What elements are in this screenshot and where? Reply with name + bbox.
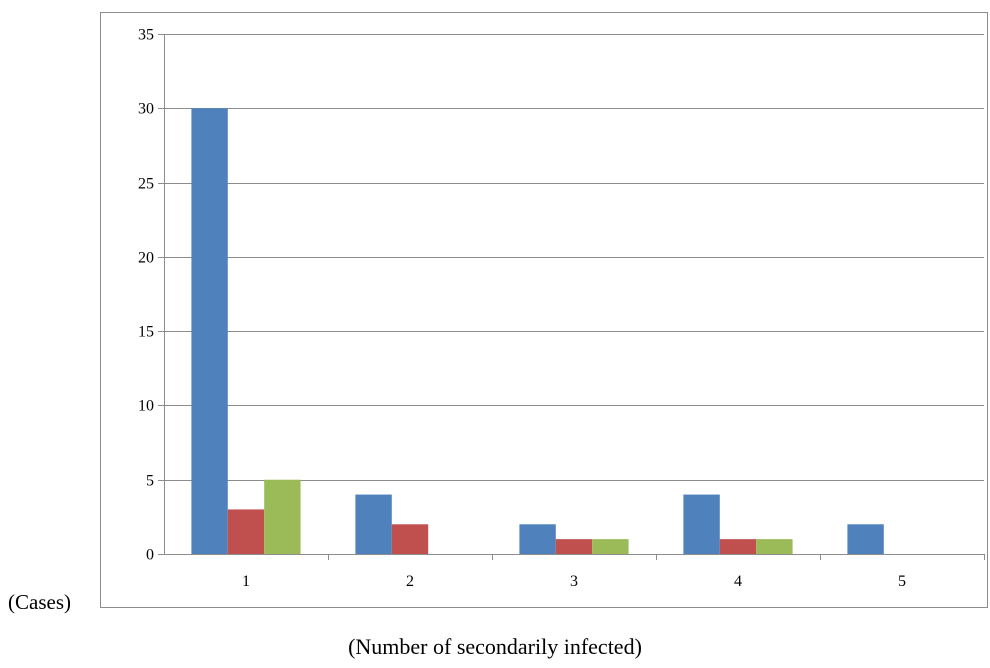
bar-1-series-2 <box>227 509 265 554</box>
axes <box>158 34 985 560</box>
x-tick-label: 5 <box>898 573 906 590</box>
bar-3-series-3 <box>592 539 629 554</box>
y-tick-label: 0 <box>146 547 154 564</box>
y-tick-labels: 0 5 10 15 20 25 30 35 <box>138 27 154 564</box>
gridlines <box>164 34 984 481</box>
x-tick-labels: 1 2 3 4 5 <box>242 573 906 590</box>
x-tick-label: 3 <box>570 573 578 590</box>
y-tick-label: 30 <box>138 101 154 118</box>
bar-4-series-2 <box>719 539 757 554</box>
x-tick-label: 2 <box>406 573 414 590</box>
bar-5-series-1 <box>847 524 884 554</box>
bar-4-series-3 <box>756 539 793 554</box>
y-tick-label: 25 <box>138 176 154 193</box>
y-tick-label: 5 <box>146 473 154 490</box>
y-tick-label: 20 <box>138 250 154 267</box>
bar-chart: 0 5 10 15 20 25 30 35 1 2 3 4 5 <box>100 12 988 608</box>
x-axis-label: (Number of secondarily infected) <box>348 634 642 659</box>
chart-frame: 0 5 10 15 20 25 30 35 1 2 3 4 5 <box>100 12 988 608</box>
x-tick-label: 4 <box>734 573 742 590</box>
bar-3-series-1 <box>519 524 556 554</box>
bar-1-series-1 <box>191 108 228 555</box>
chart-border <box>100 12 988 608</box>
bar-3-series-2 <box>555 539 593 554</box>
x-tick-label: 1 <box>242 573 250 590</box>
y-tick-label: 15 <box>138 324 154 341</box>
bars <box>191 108 884 555</box>
bar-1-series-3 <box>264 479 301 554</box>
y-tick-label: 10 <box>138 398 154 415</box>
bar-2-series-2 <box>391 524 429 554</box>
bar-2-series-1 <box>355 494 392 554</box>
y-axis-label: (Cases) <box>8 590 71 614</box>
y-tick-label: 35 <box>138 27 154 44</box>
bar-4-series-1 <box>683 494 720 554</box>
